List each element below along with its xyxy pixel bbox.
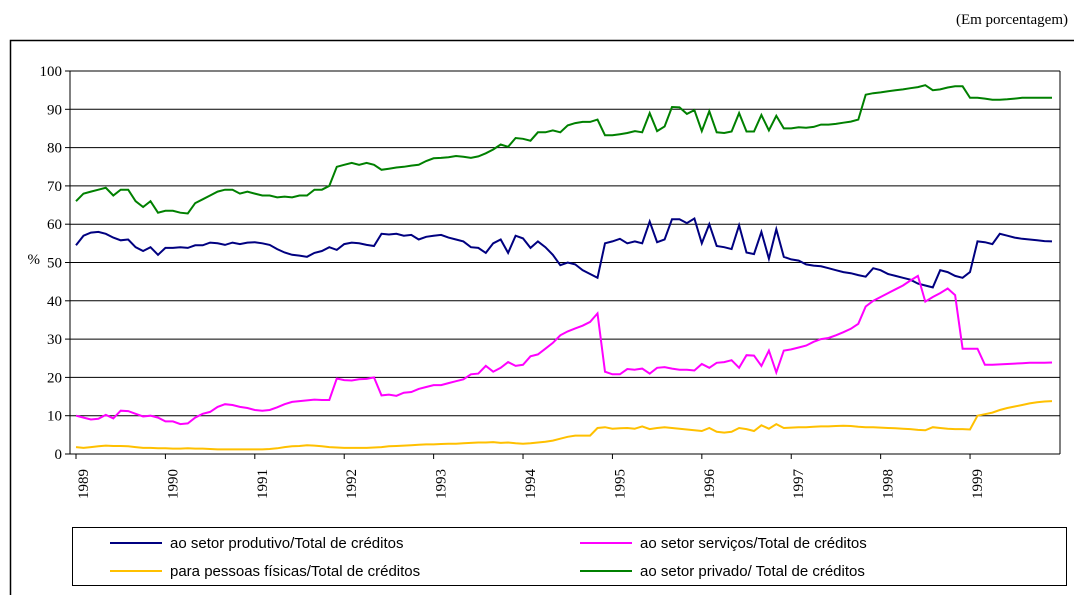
x-tick-label: 1990 [165,469,181,499]
legend-label: ao setor serviços/Total de créditos [640,535,867,552]
x-tick-label: 1995 [612,469,628,499]
y-tick-label: 0 [55,447,63,463]
x-tick-label: 1996 [702,469,718,500]
legend-box [72,527,1067,586]
series-line [75,84,1052,215]
legend-label: para pessoas físicas/Total de créditos [170,563,420,580]
x-tick-label: 1992 [344,469,360,499]
series-line [75,216,1053,289]
x-tick-label: 1994 [523,469,539,500]
x-tick-label: 1998 [881,469,897,499]
series-line [75,400,1053,451]
y-tick-label: 30 [47,332,62,348]
y-tick-label: 60 [47,217,62,233]
x-tick-label: 1999 [970,469,986,499]
y-tick-label: 10 [47,409,62,425]
x-tick-label: 1997 [791,469,807,500]
y-tick-label: 80 [47,141,62,157]
x-tick-label: 1989 [76,469,92,499]
y-tick-label: 90 [47,102,62,118]
legend-label: ao setor produtivo/Total de créditos [170,535,403,552]
y-tick-label: 70 [47,179,62,195]
y-tick-label: 100 [40,64,63,80]
y-tick-label: 40 [47,294,62,310]
subtitle: (Em porcentagem) [956,12,1068,28]
x-tick-label: 1991 [255,469,271,499]
series-line [75,274,1053,426]
y-axis-label: % [28,252,41,268]
x-tick-label: 1993 [434,469,450,499]
outer-frame [9,39,1074,595]
legend-label: ao setor privado/ Total de créditos [640,563,865,580]
y-tick-label: 20 [47,370,62,386]
y-tick-label: 50 [47,256,62,272]
